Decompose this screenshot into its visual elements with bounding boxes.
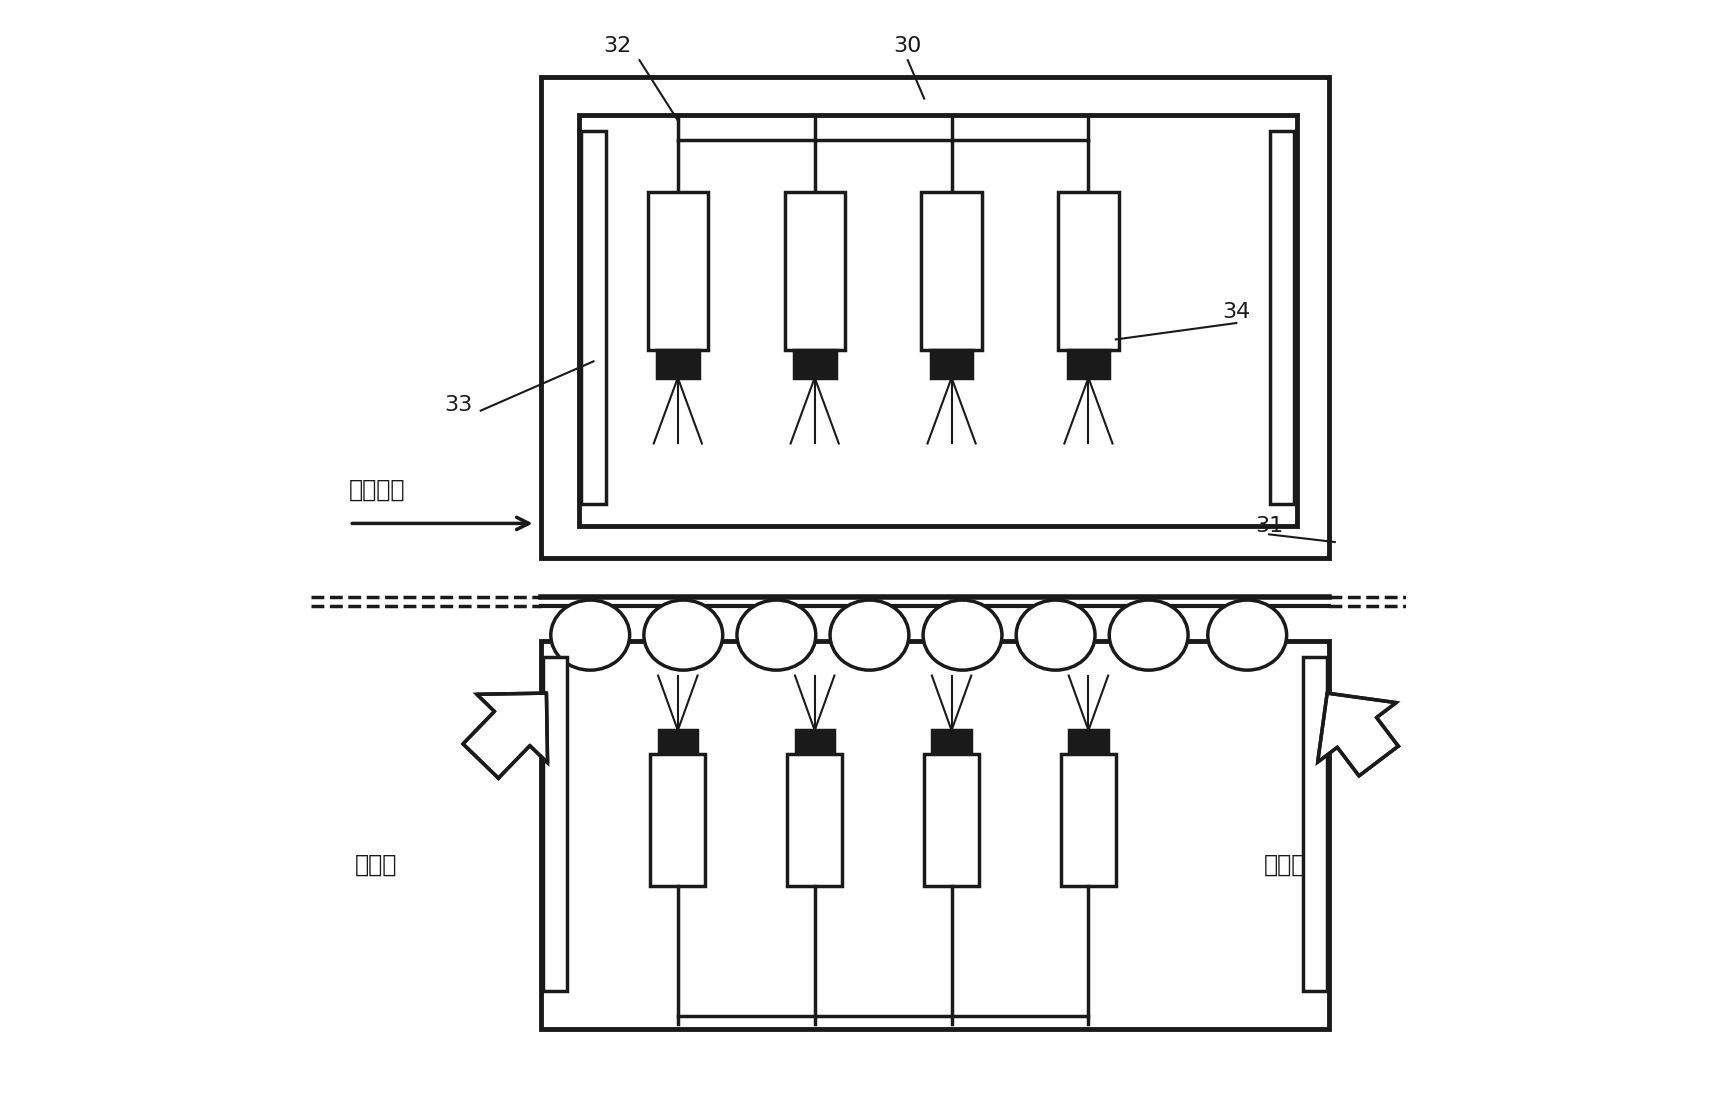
Text: 33: 33 xyxy=(445,395,472,415)
Ellipse shape xyxy=(551,600,630,670)
Bar xyxy=(1271,131,1295,504)
Bar xyxy=(922,192,982,350)
Bar xyxy=(1061,754,1116,886)
Bar xyxy=(932,730,970,754)
Bar xyxy=(795,730,834,754)
Bar xyxy=(931,350,972,378)
Bar xyxy=(651,754,706,886)
Bar xyxy=(793,350,836,378)
Bar xyxy=(658,350,699,378)
Bar xyxy=(1068,350,1109,378)
Bar xyxy=(659,730,697,754)
Ellipse shape xyxy=(829,600,908,670)
Bar xyxy=(582,131,606,504)
Text: 输出侧: 输出侧 xyxy=(1264,853,1307,877)
Text: 30: 30 xyxy=(893,36,922,56)
Text: 31: 31 xyxy=(1255,516,1283,535)
Text: 输入侧: 输入侧 xyxy=(355,853,397,877)
Ellipse shape xyxy=(1016,600,1095,670)
Bar xyxy=(788,754,841,886)
Bar xyxy=(541,77,1329,558)
Ellipse shape xyxy=(1109,600,1188,670)
Bar xyxy=(647,192,707,350)
Bar xyxy=(785,192,845,350)
Text: 移动方向: 移动方向 xyxy=(349,477,405,502)
Bar xyxy=(924,754,979,886)
Text: 32: 32 xyxy=(603,36,632,56)
Bar xyxy=(1303,657,1327,991)
Bar xyxy=(1070,730,1107,754)
Ellipse shape xyxy=(644,600,723,670)
Bar xyxy=(1058,192,1118,350)
Bar xyxy=(579,115,1296,526)
Polygon shape xyxy=(464,693,548,779)
Ellipse shape xyxy=(924,600,1003,670)
Text: 34: 34 xyxy=(1223,302,1250,322)
Ellipse shape xyxy=(737,600,816,670)
Bar xyxy=(543,657,567,991)
Ellipse shape xyxy=(1207,600,1286,670)
Polygon shape xyxy=(1317,693,1398,776)
Bar xyxy=(541,641,1329,1029)
